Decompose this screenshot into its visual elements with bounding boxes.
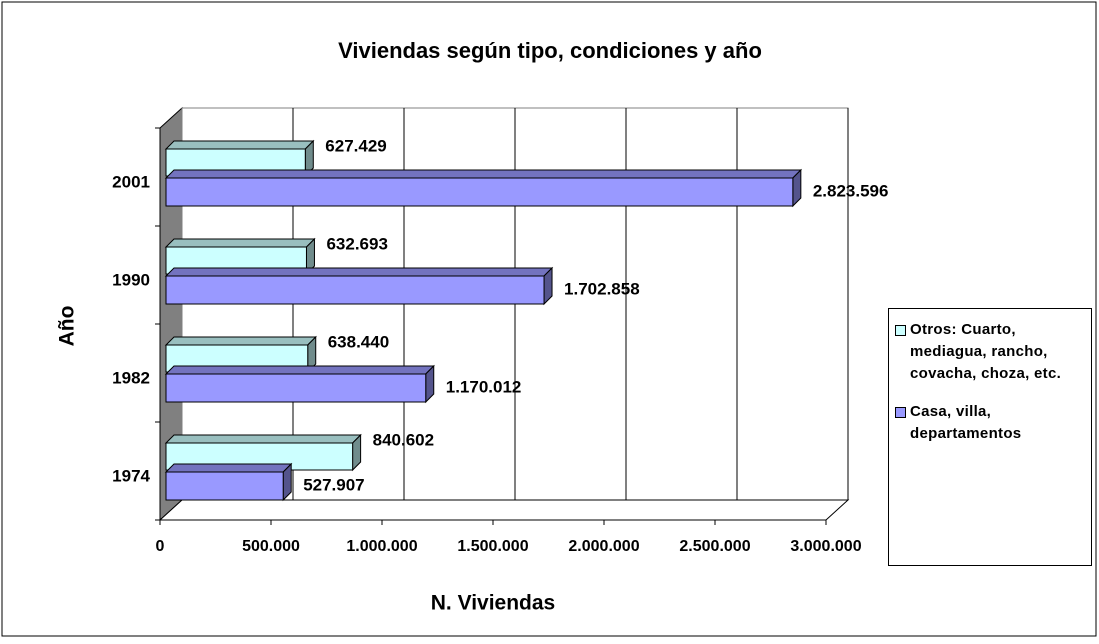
legend-swatch [895, 325, 906, 336]
bar [165, 177, 794, 207]
data-label: 2.823.596 [813, 181, 889, 200]
y-tick-label: 1974 [112, 466, 150, 485]
data-label: 840.602 [373, 430, 434, 449]
x-tick-label: 3.000.000 [790, 538, 861, 555]
bar-top [164, 336, 317, 346]
y-tick-label: 1982 [112, 368, 150, 387]
x-tick-label: 0 [156, 538, 165, 555]
bar-top [164, 365, 435, 375]
bar-top [164, 238, 316, 248]
legend-item: Casa, villa, departamentos [895, 401, 1085, 445]
y-tick-label: 2001 [112, 172, 150, 191]
data-label: 632.693 [326, 234, 387, 253]
floor [158, 499, 850, 521]
legend-item: Otros: Cuarto, mediagua, rancho, covacha… [895, 319, 1085, 385]
chart-title: Viviendas según tipo, condiciones y año [338, 38, 762, 63]
data-label: 638.440 [328, 332, 389, 351]
x-tick-label: 1.000.000 [346, 538, 417, 555]
data-label: 1.702.858 [564, 279, 640, 298]
data-label: 627.429 [325, 136, 386, 155]
bar-top [164, 434, 362, 444]
x-tick-label: 1.500.000 [457, 538, 528, 555]
x-tick-label: 500.000 [242, 538, 300, 555]
y-axis-label: Año [56, 306, 79, 347]
bar [165, 373, 427, 403]
legend: Otros: Cuarto, mediagua, rancho, covacha… [888, 308, 1092, 566]
y-tick-label: 1990 [112, 270, 150, 289]
legend-swatch [895, 407, 906, 418]
bar [165, 471, 284, 501]
legend-label: Casa, villa, departamentos [910, 403, 1022, 442]
x-tick-label: 2.500.000 [679, 538, 750, 555]
data-label: 527.907 [303, 475, 364, 494]
bar-top [164, 463, 293, 473]
data-label: 1.170.012 [446, 377, 522, 396]
bar [165, 275, 545, 305]
bar-top [164, 267, 554, 277]
x-axis-label: N. Viviendas [431, 592, 556, 615]
legend-label: Otros: Cuarto, mediagua, rancho, covacha… [910, 321, 1062, 382]
x-tick-label: 2.000.000 [568, 538, 639, 555]
bar-top [164, 169, 803, 179]
bar-top [164, 140, 315, 150]
